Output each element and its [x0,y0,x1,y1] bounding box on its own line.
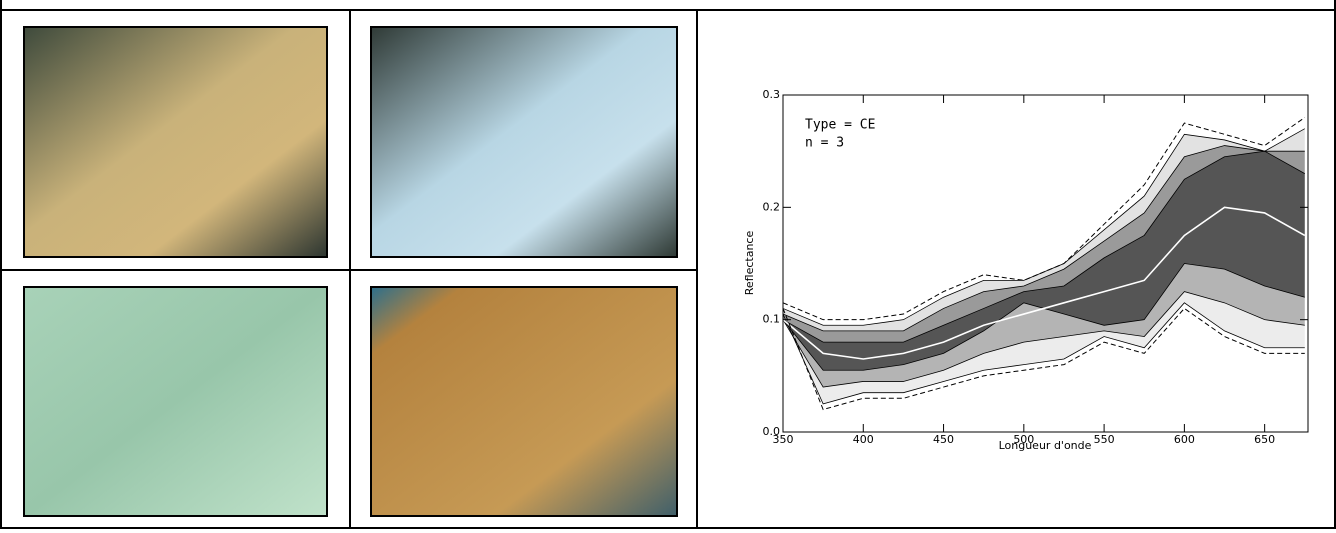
y-tick-label: 0.1 [763,313,781,326]
x-tick-label: 600 [1174,433,1195,446]
annotation: Type = CE [805,118,875,133]
photo [371,27,677,257]
y-tick-label: 0.0 [763,425,781,438]
chart: Longueur d'onde Reflectance Type = CE n … [743,88,1308,452]
annotation: n = 3 [805,136,844,151]
x-tick-label: 450 [933,433,954,446]
x-tick-label: 650 [1254,433,1275,446]
y-tick-label: 0.3 [763,88,781,101]
figure: Longueur d'onde Reflectance Type = CE n … [0,0,1336,529]
photo [371,287,677,516]
x-tick-label: 500 [1013,433,1034,446]
x-tick-label: 400 [853,433,874,446]
x-tick-label: 550 [1094,433,1115,446]
page: Longueur d'onde Reflectance Type = CE n … [0,0,1336,533]
y-tick-label: 0.2 [763,200,781,213]
photo [24,287,327,516]
y-axis-label: Reflectance [743,231,756,296]
photo [24,27,327,257]
